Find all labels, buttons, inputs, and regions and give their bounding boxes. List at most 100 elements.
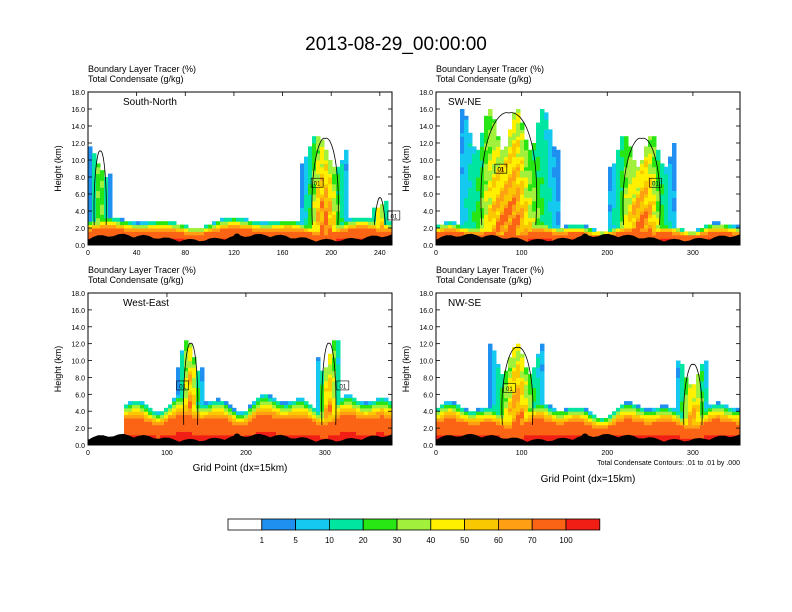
tracer-cell <box>528 156 533 161</box>
tracer-cell <box>328 357 333 362</box>
tracer-cell <box>332 173 337 178</box>
tracer-cell <box>388 411 393 416</box>
tracer-cell <box>168 417 173 422</box>
tracer-cell <box>492 363 497 368</box>
tracer-cell <box>296 414 301 419</box>
tracer-cell <box>312 136 317 141</box>
tracer-cell <box>340 173 345 178</box>
tracer-cell <box>320 228 325 232</box>
tracer-cell <box>496 421 501 426</box>
tracer-cell <box>492 370 497 375</box>
tracer-cell <box>172 424 177 429</box>
tracer-cell <box>196 421 201 426</box>
tracer-cell <box>660 207 665 212</box>
tracer-cell <box>320 200 325 205</box>
tracer-cell <box>308 407 313 412</box>
tracer-cell <box>88 163 93 168</box>
tracer-cell <box>128 228 133 232</box>
x-tick-label: 100 <box>516 250 528 257</box>
tracer-cell <box>312 224 317 229</box>
tracer-cell <box>484 122 489 127</box>
tracer-cell <box>324 228 329 232</box>
tracer-cell <box>704 380 709 385</box>
tracer-cell <box>460 204 465 209</box>
tracer-cell <box>524 180 529 185</box>
tracer-cell <box>372 401 377 405</box>
tracer-cell <box>580 424 585 429</box>
tracer-cell <box>552 231 557 236</box>
tracer-cell <box>208 404 213 409</box>
tracer-cell <box>700 231 705 236</box>
tracer-cell <box>480 183 485 188</box>
tracer-cell <box>176 421 181 426</box>
tracer-cell <box>488 112 493 117</box>
tracer-cell <box>308 231 313 236</box>
tracer-cell <box>160 414 165 419</box>
tracer-cell <box>548 224 553 229</box>
tracer-cell <box>140 411 145 416</box>
tracer-cell <box>380 224 385 229</box>
location-marker <box>233 433 241 441</box>
tracer-cell <box>320 139 325 144</box>
tracer-cell <box>224 228 229 232</box>
page-title: 2013-08-29_00:00:00 <box>305 34 487 55</box>
tracer-cell <box>132 424 137 429</box>
tracer-cell <box>176 431 181 436</box>
tracer-cell <box>272 431 277 436</box>
y-tick-label: 16.0 <box>71 107 85 114</box>
tracer-cell <box>488 180 493 185</box>
tracer-cell <box>508 129 513 134</box>
tracer-cell <box>156 224 161 229</box>
tracer-cell <box>292 434 297 439</box>
tracer-cell <box>496 170 501 175</box>
tracer-cell <box>320 224 325 229</box>
tracer-cell <box>252 231 257 236</box>
tracer-cell <box>348 411 353 416</box>
tracer-cell <box>512 387 517 392</box>
contour-label: 01 <box>506 387 513 393</box>
tracer-cell <box>156 424 161 429</box>
tracer-cell <box>252 428 257 432</box>
tracer-cell <box>192 377 197 382</box>
tracer-cell <box>524 187 529 192</box>
tracer-cell <box>356 407 361 412</box>
tracer-cell <box>332 217 337 222</box>
tracer-cell <box>496 217 501 222</box>
tracer-cell <box>652 434 657 439</box>
tracer-cell <box>516 173 521 178</box>
tracer-cell <box>668 200 673 205</box>
tracer-cell <box>568 231 573 236</box>
tracer-cell <box>508 163 513 168</box>
tracer-cell <box>664 417 669 422</box>
tracer-cell <box>184 407 189 412</box>
tracer-cell <box>324 187 329 192</box>
tracer-cell <box>508 156 513 161</box>
tracer-cell <box>444 407 449 412</box>
tracer-cell <box>548 163 553 168</box>
contour-label-box <box>310 177 324 188</box>
tracer-cell <box>376 207 381 212</box>
tracer-cell <box>352 411 357 416</box>
tracer-cell <box>280 414 285 419</box>
tracer-cell <box>716 228 721 232</box>
tracer-cell <box>704 407 709 412</box>
tracer-cell <box>548 404 553 409</box>
x-tick-label: 0 <box>86 450 90 457</box>
tracer-cell <box>624 214 629 219</box>
tracer-cell <box>528 160 533 164</box>
tracer-cell <box>504 173 509 178</box>
tracer-cell <box>656 163 661 168</box>
tracer-cell <box>188 377 193 382</box>
y-tick-label: 8.0 <box>75 375 85 382</box>
tracer-cell <box>692 417 697 422</box>
x-tick-label: 200 <box>325 250 337 257</box>
tracer-cell <box>504 170 509 175</box>
tracer-cell <box>312 153 317 158</box>
x-tick-label: 40 <box>133 250 141 257</box>
tracer-cell <box>520 180 525 185</box>
tracer-cell <box>508 143 513 147</box>
tracer-cell <box>664 431 669 436</box>
tracer-cell <box>248 417 253 422</box>
tracer-cell <box>616 424 621 429</box>
tracer-cell <box>124 221 129 226</box>
